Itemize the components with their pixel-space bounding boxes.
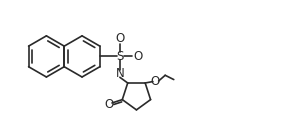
- Text: O: O: [133, 50, 142, 63]
- Text: N: N: [115, 67, 124, 80]
- Text: O: O: [104, 98, 113, 110]
- Text: S: S: [116, 50, 124, 63]
- Text: O: O: [151, 75, 160, 88]
- Text: O: O: [115, 32, 124, 45]
